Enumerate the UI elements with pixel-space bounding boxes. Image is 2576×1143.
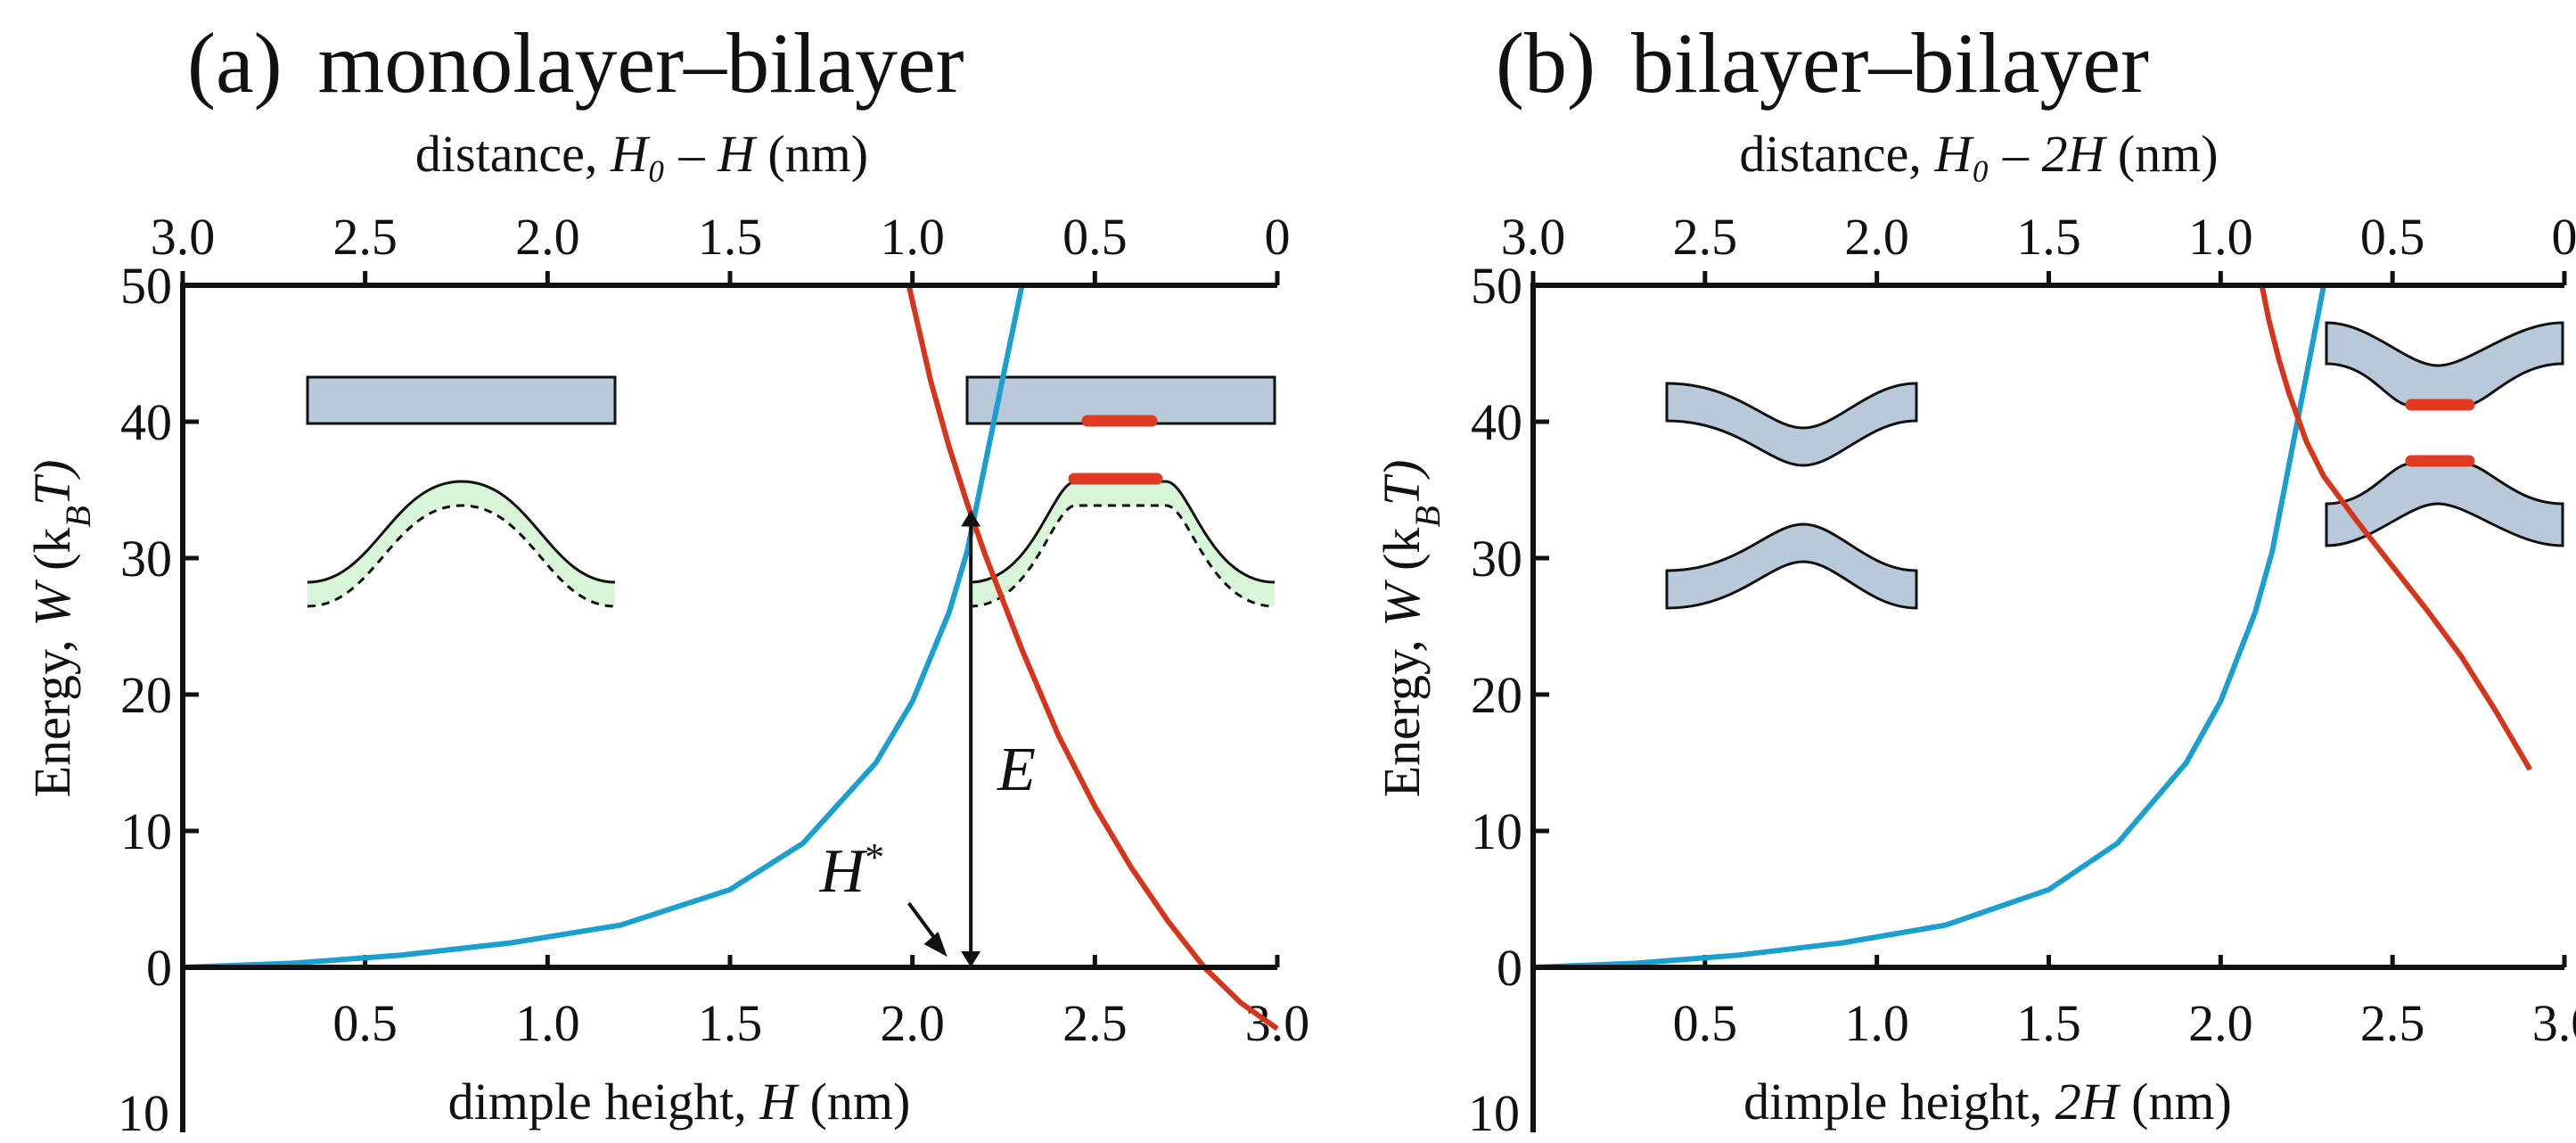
panel-a-top-axis-title: distance, H₀ – H (nm): [415, 125, 868, 183]
panel-a-arrow-head-up: [961, 510, 981, 527]
panel-b-x-tick-label: 2.5: [2360, 994, 2425, 1052]
lower-bilayer-dimple: [2325, 462, 2564, 547]
panel-b-inset-contact: [2325, 321, 2564, 547]
panel-a-energy-barrier-label: E: [997, 736, 1036, 804]
panel-b-x-tick-label: 1.0: [1844, 994, 1909, 1052]
panel-a-x-axis-title: dimple height, H (nm): [448, 1073, 911, 1131]
panel-b-chart: (b) bilayer–bilayer distance, H₀ – 2H (nm…: [1373, 15, 2576, 1142]
upper-bilayer-dimple: [1665, 382, 1918, 467]
panel-b-x-tick-label: 1.5: [2016, 994, 2081, 1052]
panel-b-y-axis-title: Energy, W (kBT): [1373, 460, 1448, 798]
panel-b-title: (b) bilayer–bilayer: [1496, 15, 2149, 111]
panel-b-y-tick-label: 10: [1471, 802, 1522, 860]
panel-a-top-tick-label: 2.5: [332, 208, 398, 266]
panel-a-y-tick-label: 50: [120, 257, 172, 315]
monolayer-dimple-shape: [308, 481, 615, 606]
panel-b-top-axis-title: distance, H₀ – 2H (nm): [1739, 125, 2218, 183]
panel-a-x-tick-label: 2.0: [880, 994, 945, 1052]
panel-b-top-tick-label: 3.0: [1501, 208, 1566, 266]
lower-bilayer-dimple: [1665, 522, 1918, 610]
panel-a-y-tick-label: 40: [120, 393, 172, 451]
panel-b-y-tick-label: 40: [1471, 393, 1522, 451]
panel-a-top-tick-label: 2.0: [515, 208, 580, 266]
panel-a-top-tick-label: 1.5: [698, 208, 763, 266]
panel-a-top-tick-label: 0.5: [1062, 208, 1128, 266]
panel-b-inset-separated: [1665, 382, 1918, 610]
panel-b-top-tick-label: 2.0: [1844, 208, 1909, 266]
panel-b-x-tick-label: 3.0: [2532, 994, 2576, 1052]
panel-b-top-tick-label: 1.0: [2188, 208, 2253, 266]
panel-b-y-tick-label: 30: [1471, 530, 1522, 588]
panel-a-y-tick-label: 0: [146, 939, 172, 997]
panel-a-top-tick-label: 0: [1265, 208, 1291, 266]
panel-b-interaction-energy-curve: [2259, 284, 2532, 771]
panel-a-x-tick-label: 1.5: [698, 994, 763, 1052]
panel-a-x-tick-label: 1.0: [515, 994, 580, 1052]
panel-a-arrow-head-down: [961, 951, 981, 967]
panel-b-y-tick-label: 50: [1471, 257, 1522, 315]
panel-b-bottom-tick-label: 10: [1468, 1084, 1520, 1142]
monolayer-inner-edge: [307, 504, 616, 608]
panel-a-bottom-tick-label: 10: [118, 1084, 169, 1142]
panel-a-chart: (a) monolayer–bilayer distance, H₀ – H (n…: [23, 15, 1309, 1142]
panel-b-x-axis-title: dimple height, 2H (nm): [1743, 1073, 2232, 1131]
panel-b-x-tick-label: 0.5: [1673, 994, 1738, 1052]
panel-a-x-tick-label: 3.0: [1245, 994, 1310, 1052]
panel-a-critical-height-arrow-head: [923, 932, 948, 957]
panel-a-inset-contact: [965, 375, 1276, 608]
panel-b-deformation-energy-curve: [1532, 284, 2326, 970]
panel-a-critical-height-label: H*: [819, 835, 885, 907]
panel-b-top-tick-label: 1.5: [2016, 208, 2081, 266]
panel-b-top-tick-label: 0.5: [2360, 208, 2425, 266]
panel-a-deformation-energy-curve: [182, 284, 1025, 970]
monolayer-inner-edge: [969, 504, 1276, 608]
panel-a-top-tick-label: 3.0: [151, 208, 216, 266]
panel-b-y-tick-label: 0: [1497, 939, 1522, 997]
panel-a-title: (a) monolayer–bilayer: [187, 15, 964, 111]
monolayer-outer-edge: [307, 480, 616, 584]
upper-bilayer-dimple: [2325, 321, 2564, 407]
panel-a-inset-separated: [306, 375, 617, 608]
panel-a-x-tick-label: 0.5: [332, 994, 398, 1052]
panel-b-x-tick-label: 2.0: [2188, 994, 2253, 1052]
panel-b-y-tick-label: 20: [1471, 666, 1522, 724]
panel-b-top-tick-label: 0: [2552, 208, 2576, 266]
flat-bilayer-shape: [306, 375, 617, 425]
panel-a-top-tick-label: 1.0: [880, 208, 945, 266]
panel-a-x-tick-label: 2.5: [1062, 994, 1128, 1052]
panel-a-y-tick-label: 10: [120, 802, 172, 860]
panel-b-top-tick-label: 2.5: [1673, 208, 1738, 266]
panel-a-y-axis-title: Energy, W (kBT): [23, 460, 98, 798]
panel-a-y-tick-label: 30: [120, 530, 172, 588]
panel-a-y-tick-label: 20: [120, 666, 172, 724]
